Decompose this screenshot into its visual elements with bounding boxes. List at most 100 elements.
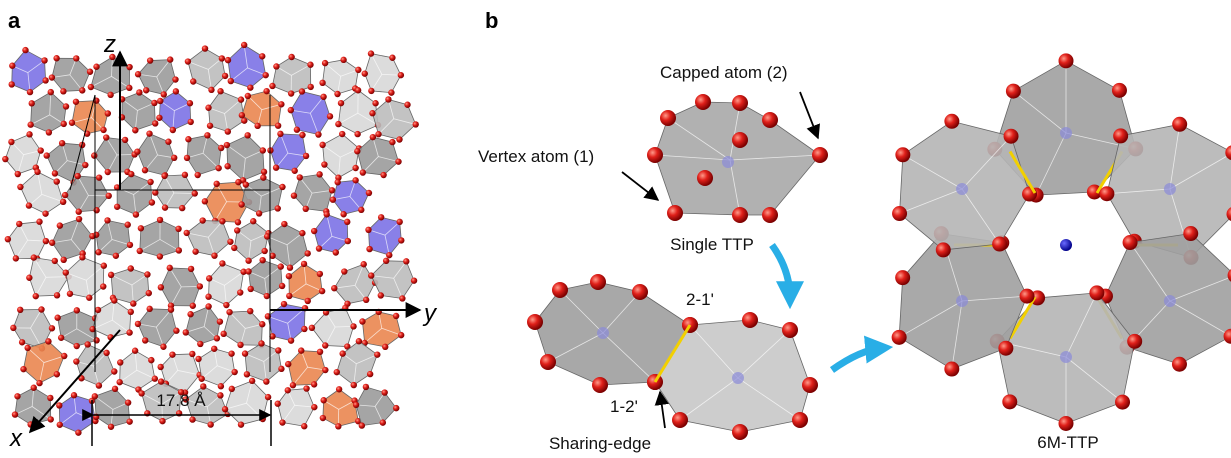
polyhedron <box>356 387 396 426</box>
axis-label: y <box>422 300 438 327</box>
atom <box>792 412 808 428</box>
atom <box>103 350 109 356</box>
atom <box>205 294 211 300</box>
atom <box>57 422 63 428</box>
atom <box>322 60 328 66</box>
atom <box>31 385 37 391</box>
cation <box>1164 295 1176 307</box>
atom <box>552 282 568 298</box>
atom <box>260 147 266 153</box>
atom <box>86 295 92 301</box>
atom <box>404 102 410 108</box>
atom <box>200 383 206 389</box>
atom <box>54 292 60 298</box>
atom <box>366 246 372 252</box>
atom <box>319 142 325 148</box>
atom <box>305 298 311 304</box>
atom <box>320 397 326 403</box>
atom <box>190 78 196 84</box>
atom <box>378 292 384 298</box>
atom <box>161 91 167 97</box>
atom <box>190 303 196 309</box>
atom <box>60 199 66 205</box>
atom <box>204 132 210 138</box>
atom <box>49 240 55 246</box>
atom <box>19 339 25 345</box>
atom <box>33 293 39 299</box>
atom <box>278 263 284 269</box>
cation <box>722 156 734 168</box>
atom <box>60 88 66 94</box>
atom <box>331 285 337 291</box>
cation <box>1060 351 1072 363</box>
atom <box>329 187 335 193</box>
atom <box>198 376 204 382</box>
atom <box>277 131 283 137</box>
annotation: 2-1' <box>686 290 714 309</box>
atom <box>389 55 395 61</box>
atom <box>67 291 73 297</box>
atom <box>74 173 80 179</box>
atom <box>235 179 241 185</box>
atom <box>100 283 106 289</box>
atom <box>1099 186 1114 201</box>
atom <box>73 358 79 364</box>
atom <box>298 347 304 353</box>
atom <box>301 423 307 429</box>
atom <box>108 272 114 278</box>
polyhedron <box>323 134 359 178</box>
atom <box>134 148 140 154</box>
panel-label: b <box>485 8 498 33</box>
atom <box>20 366 26 372</box>
atom <box>227 239 233 245</box>
atom <box>383 258 389 264</box>
atom <box>411 277 417 283</box>
polyhedron <box>111 269 149 304</box>
annotation: 1-2' <box>610 397 638 416</box>
atom <box>259 257 265 263</box>
atom <box>53 55 59 61</box>
atom <box>527 314 543 330</box>
atom <box>322 367 328 373</box>
atom <box>264 233 270 239</box>
cation <box>956 295 968 307</box>
atom <box>215 165 221 171</box>
atom <box>219 260 225 266</box>
atom <box>146 290 152 296</box>
atom <box>812 147 828 163</box>
atom <box>320 94 326 100</box>
atom <box>197 283 203 289</box>
atom <box>1002 394 1017 409</box>
atom <box>195 172 201 178</box>
atom <box>10 325 16 331</box>
atom <box>231 245 237 251</box>
atom <box>158 378 164 384</box>
atom <box>147 57 153 63</box>
atom <box>1004 129 1019 144</box>
polyhedron <box>12 50 46 92</box>
atom <box>167 265 173 271</box>
atom <box>48 89 54 95</box>
atom <box>291 192 297 198</box>
atom <box>892 206 907 221</box>
atom <box>311 404 317 410</box>
atom <box>125 222 131 228</box>
atom <box>113 253 119 259</box>
atom <box>157 217 163 223</box>
atom <box>222 406 228 412</box>
atom <box>49 325 55 331</box>
atom <box>261 248 267 254</box>
atom <box>358 207 364 213</box>
atom <box>353 402 359 408</box>
atom <box>802 377 818 393</box>
atom <box>341 268 347 274</box>
ttp-structures <box>527 53 1231 440</box>
atom <box>76 216 82 222</box>
atom <box>160 344 166 350</box>
atom <box>92 393 98 399</box>
atom <box>363 384 369 390</box>
atom <box>104 217 110 223</box>
atom <box>393 313 399 319</box>
atom <box>944 362 959 377</box>
atom <box>288 90 294 96</box>
